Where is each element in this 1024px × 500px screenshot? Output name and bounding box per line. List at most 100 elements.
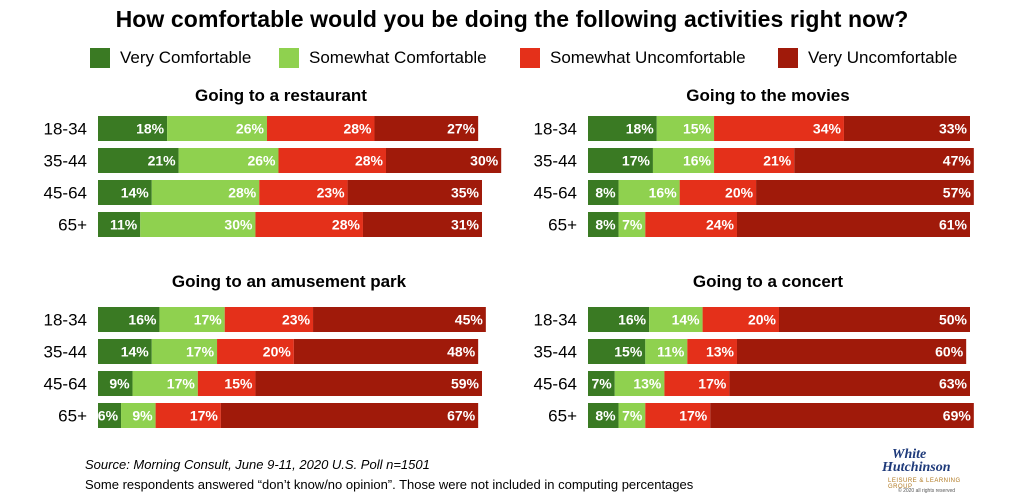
age-group-label: 18-34 bbox=[534, 311, 577, 330]
legend-swatch-somewhat-comfortable bbox=[279, 48, 299, 68]
legend-item-very-comfortable: Very Comfortable bbox=[90, 48, 251, 68]
bar-segment-somewhat-comfortable bbox=[151, 339, 218, 364]
data-label: 17% bbox=[186, 344, 215, 360]
bar-segment-somewhat-uncomfortable bbox=[255, 212, 363, 237]
bar-segment-somewhat-comfortable bbox=[656, 116, 715, 141]
bar-segment-somewhat-comfortable bbox=[618, 180, 680, 205]
data-label: 17% bbox=[194, 312, 223, 328]
logo-copyright: © 2020 all rights reserved bbox=[898, 488, 956, 494]
bar-segment-very-comfortable bbox=[588, 212, 619, 237]
data-label: 45% bbox=[455, 312, 484, 328]
data-label: 14% bbox=[121, 185, 150, 201]
data-label: 15% bbox=[614, 344, 643, 360]
bar-segment-very-uncomfortable bbox=[255, 371, 482, 396]
data-label: 28% bbox=[355, 153, 384, 169]
data-label: 7% bbox=[622, 217, 643, 233]
bar-segment-somewhat-comfortable bbox=[151, 180, 260, 205]
data-label: 6% bbox=[98, 408, 119, 424]
bar-segment-very-uncomfortable bbox=[293, 339, 479, 364]
data-label: 15% bbox=[683, 121, 712, 137]
data-label: 17% bbox=[622, 153, 651, 169]
bar-segment-somewhat-uncomfortable bbox=[664, 371, 730, 396]
data-label: 20% bbox=[725, 185, 754, 201]
bar-segment-very-comfortable bbox=[98, 403, 122, 428]
bar-segment-very-uncomfortable bbox=[386, 148, 502, 173]
data-label: 35% bbox=[451, 185, 480, 201]
age-group-label: 35-44 bbox=[534, 343, 577, 362]
data-label: 34% bbox=[813, 121, 842, 137]
bar-segment-somewhat-uncomfortable bbox=[266, 116, 375, 141]
source-note: Source: Morning Consult, June 9-11, 2020… bbox=[85, 457, 430, 472]
legend-item-somewhat-comfortable: Somewhat Comfortable bbox=[279, 48, 487, 68]
data-label: 28% bbox=[332, 217, 361, 233]
bar-segment-somewhat-uncomfortable bbox=[714, 148, 795, 173]
panel-title: Going to a concert bbox=[693, 272, 844, 291]
bar-segment-somewhat-comfortable bbox=[645, 339, 688, 364]
panel-title: Going to a restaurant bbox=[195, 86, 367, 105]
data-label: 17% bbox=[679, 408, 708, 424]
bar-segment-very-uncomfortable bbox=[362, 212, 482, 237]
data-label: 14% bbox=[672, 312, 701, 328]
panel-going-to-a-restaurant: Going to a restaurant 18-34 18% 26% 28% 27% 35… bbox=[44, 86, 502, 237]
bar-segment-very-comfortable bbox=[98, 307, 160, 332]
legend-label: Very Comfortable bbox=[120, 48, 252, 67]
data-label: 23% bbox=[317, 185, 346, 201]
bar-segment-somewhat-uncomfortable bbox=[155, 403, 221, 428]
data-label: 7% bbox=[592, 376, 613, 392]
data-label: 8% bbox=[595, 185, 616, 201]
logo-text: Hutchinson bbox=[882, 460, 951, 475]
data-label: 23% bbox=[282, 312, 311, 328]
legend-item-very-uncomfortable: Very Uncomfortable bbox=[778, 48, 957, 68]
data-label: 69% bbox=[943, 408, 972, 424]
data-label: 60% bbox=[935, 344, 964, 360]
legend-label: Very Uncomfortable bbox=[808, 48, 958, 67]
bar-segment-somewhat-comfortable bbox=[178, 148, 279, 173]
bar-segment-very-comfortable bbox=[98, 148, 179, 173]
age-group-label: 45-64 bbox=[534, 184, 577, 203]
bar-segment-very-uncomfortable bbox=[736, 339, 967, 364]
data-label: 8% bbox=[595, 408, 616, 424]
data-label: 20% bbox=[748, 312, 777, 328]
bar-segment-somewhat-comfortable bbox=[159, 307, 225, 332]
bar-segment-very-uncomfortable bbox=[374, 116, 479, 141]
bar-segment-very-uncomfortable bbox=[794, 148, 974, 173]
bar-segment-very-uncomfortable bbox=[220, 403, 479, 428]
data-label: 48% bbox=[447, 344, 476, 360]
data-label: 21% bbox=[763, 153, 792, 169]
bar-segment-somewhat-comfortable bbox=[132, 371, 198, 396]
bar-segment-very-uncomfortable bbox=[729, 371, 970, 396]
data-label: 27% bbox=[447, 121, 476, 137]
data-label: 31% bbox=[451, 217, 480, 233]
bar-segment-somewhat-comfortable bbox=[618, 403, 646, 428]
data-label: 16% bbox=[128, 312, 157, 328]
data-label: 33% bbox=[939, 121, 968, 137]
bar-segment-somewhat-comfortable bbox=[167, 116, 267, 141]
bar-segment-somewhat-uncomfortable bbox=[224, 307, 314, 332]
data-label: 26% bbox=[236, 121, 265, 137]
bar-segment-very-uncomfortable bbox=[779, 307, 970, 332]
bar-segment-somewhat-uncomfortable bbox=[197, 371, 256, 396]
legend: Very Comfortable Somewhat Comfortable So… bbox=[0, 48, 1024, 74]
data-label: 59% bbox=[451, 376, 480, 392]
data-label: 20% bbox=[263, 344, 292, 360]
data-label: 8% bbox=[595, 217, 616, 233]
bar-segment-somewhat-uncomfortable bbox=[645, 403, 711, 428]
bar-segment-very-comfortable bbox=[98, 116, 168, 141]
data-label: 11% bbox=[110, 217, 138, 233]
bar-segment-very-uncomfortable bbox=[313, 307, 486, 332]
bar-segment-somewhat-uncomfortable bbox=[259, 180, 348, 205]
data-label: 15% bbox=[224, 376, 253, 392]
data-label: 18% bbox=[136, 121, 165, 137]
age-group-label: 35-44 bbox=[534, 152, 577, 171]
bar-segment-somewhat-uncomfortable bbox=[645, 212, 737, 237]
white-hutchinson-logo: White Hutchinson LEISURE & LEARNING GROU… bbox=[878, 448, 974, 498]
bar-segment-very-comfortable bbox=[98, 180, 152, 205]
bar-segment-very-comfortable bbox=[98, 212, 141, 237]
bar-segment-somewhat-uncomfortable bbox=[217, 339, 294, 364]
data-label: 18% bbox=[626, 121, 655, 137]
bar-segment-very-comfortable bbox=[588, 371, 615, 396]
data-label: 50% bbox=[939, 312, 968, 328]
data-label: 16% bbox=[683, 153, 712, 169]
bar-segment-very-comfortable bbox=[588, 180, 619, 205]
